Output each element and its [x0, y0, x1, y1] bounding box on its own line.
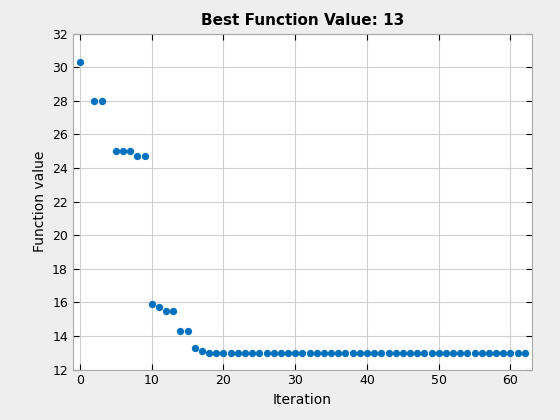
- Point: [463, 349, 472, 356]
- Point: [133, 153, 142, 160]
- Point: [513, 349, 522, 356]
- Point: [97, 97, 106, 104]
- Point: [484, 349, 493, 356]
- Point: [312, 349, 321, 356]
- Point: [456, 349, 465, 356]
- Point: [298, 349, 307, 356]
- Point: [520, 349, 529, 356]
- Point: [326, 349, 335, 356]
- Point: [370, 349, 379, 356]
- Point: [169, 307, 178, 314]
- Point: [204, 349, 213, 356]
- Title: Best Function Value: 13: Best Function Value: 13: [201, 13, 404, 28]
- Point: [405, 349, 414, 356]
- Point: [341, 349, 350, 356]
- Point: [305, 349, 314, 356]
- Point: [140, 153, 149, 160]
- Point: [176, 328, 185, 334]
- Point: [76, 59, 85, 66]
- Point: [398, 349, 407, 356]
- Point: [377, 349, 386, 356]
- Point: [470, 349, 479, 356]
- Point: [119, 148, 128, 155]
- Point: [162, 307, 171, 314]
- Point: [420, 349, 429, 356]
- Point: [111, 148, 120, 155]
- Point: [219, 349, 228, 356]
- Point: [183, 328, 192, 334]
- Point: [212, 349, 221, 356]
- Point: [477, 349, 486, 356]
- Point: [427, 349, 436, 356]
- Point: [277, 349, 286, 356]
- Point: [334, 349, 343, 356]
- Point: [449, 349, 458, 356]
- Point: [147, 301, 156, 307]
- Point: [234, 349, 242, 356]
- Point: [269, 349, 278, 356]
- Point: [355, 349, 364, 356]
- Point: [492, 349, 501, 356]
- Point: [226, 349, 235, 356]
- Point: [90, 97, 99, 104]
- Point: [248, 349, 256, 356]
- Point: [262, 349, 271, 356]
- Point: [125, 148, 134, 155]
- Point: [255, 349, 264, 356]
- Point: [434, 349, 443, 356]
- X-axis label: Iteration: Iteration: [273, 393, 332, 407]
- Point: [319, 349, 328, 356]
- Point: [384, 349, 393, 356]
- Point: [291, 349, 300, 356]
- Point: [362, 349, 371, 356]
- Point: [348, 349, 357, 356]
- Point: [190, 344, 199, 351]
- Y-axis label: Function value: Function value: [32, 151, 46, 252]
- Point: [283, 349, 292, 356]
- Point: [506, 349, 515, 356]
- Point: [391, 349, 400, 356]
- Point: [198, 348, 207, 354]
- Point: [155, 304, 164, 311]
- Point: [441, 349, 450, 356]
- Point: [499, 349, 508, 356]
- Point: [413, 349, 422, 356]
- Point: [241, 349, 250, 356]
